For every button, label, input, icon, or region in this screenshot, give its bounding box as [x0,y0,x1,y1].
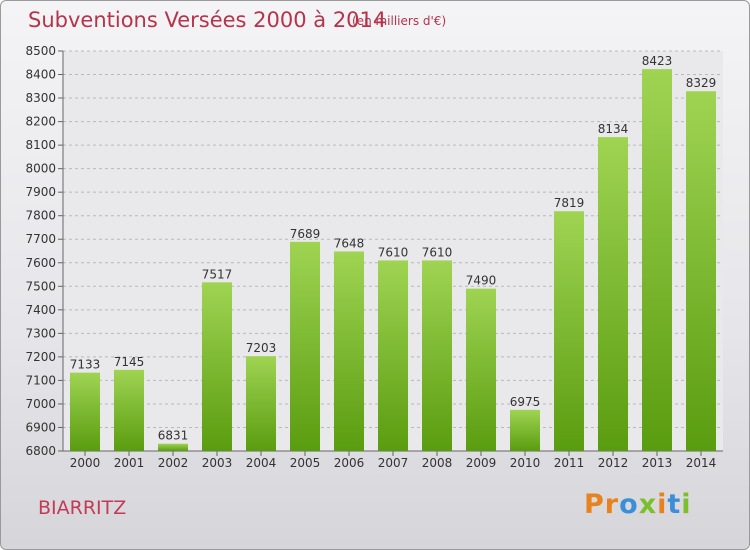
logo-letter: r [604,489,620,520]
proxiti-logo: Proxiti [584,489,692,520]
data-label: 7203 [246,341,277,355]
logo-letter: o [619,489,639,520]
bar [114,369,144,451]
y-tick-label: 7900 [25,185,56,199]
y-tick-label: 7600 [25,256,56,270]
y-tick-label: 7300 [25,326,56,340]
bar [686,91,716,451]
x-tick-label: 2004 [246,456,277,470]
bar [290,241,320,451]
logo-letter: i [681,489,692,520]
bar [466,288,496,451]
data-label: 7689 [290,227,321,241]
chart-subtitle: (en milliers d'€) [352,14,447,28]
bar [334,251,364,451]
x-tick-label: 2000 [70,456,101,470]
x-tick-label: 2014 [686,456,717,470]
data-label: 6975 [510,395,541,409]
y-tick-label: 7200 [25,350,56,364]
data-label: 7145 [114,355,145,369]
x-tick-label: 2003 [202,456,233,470]
data-label: 8134 [598,122,629,136]
chart-title: Subventions Versées 2000 à 2014 [28,8,387,32]
x-tick-label: 2002 [158,456,189,470]
y-tick-label: 7000 [25,397,56,411]
x-tick-label: 2008 [422,456,453,470]
data-label: 7648 [334,236,365,250]
data-label: 7490 [466,274,497,288]
x-tick-label: 2001 [114,456,145,470]
data-label: 8423 [642,54,673,68]
bar [642,69,672,451]
y-tick-label: 6800 [25,444,56,458]
data-label: 7819 [554,196,585,210]
bar [510,409,540,451]
y-tick-label: 8500 [25,44,56,58]
bar [202,282,232,451]
y-tick-label: 8200 [25,115,56,129]
logo-letter: i [657,489,668,520]
y-tick-label: 8400 [25,68,56,82]
x-tick-label: 2010 [510,456,541,470]
y-tick-label: 7800 [25,209,56,223]
bar [554,211,584,451]
y-tick-label: 7700 [25,232,56,246]
data-label: 7610 [422,245,453,259]
y-tick-label: 6900 [25,420,56,434]
x-tick-label: 2013 [642,456,673,470]
x-tick-label: 2005 [290,456,321,470]
data-label: 6831 [158,429,189,443]
logo-letter: t [667,489,682,520]
bar [246,356,276,451]
bar [158,443,188,451]
data-label: 7133 [70,358,101,372]
x-tick-label: 2007 [378,456,409,470]
bar [70,372,100,451]
data-label: 7517 [202,267,233,281]
data-label: 7610 [378,245,409,259]
x-tick-label: 2009 [466,456,497,470]
city-label: BIARRITZ [38,497,127,519]
x-tick-label: 2012 [598,456,629,470]
logo-letter: x [638,489,658,520]
x-tick-label: 2006 [334,456,365,470]
y-tick-label: 8000 [25,162,56,176]
y-tick-label: 8300 [25,91,56,105]
bar [422,260,452,451]
y-tick-label: 7400 [25,303,56,317]
bar [598,137,628,451]
y-tick-label: 7500 [25,279,56,293]
y-tick-label: 8100 [25,138,56,152]
logo-letter: P [584,489,605,520]
data-label: 8329 [686,76,717,90]
bar [378,260,408,451]
x-tick-label: 2011 [554,456,585,470]
y-tick-label: 7100 [25,373,56,387]
